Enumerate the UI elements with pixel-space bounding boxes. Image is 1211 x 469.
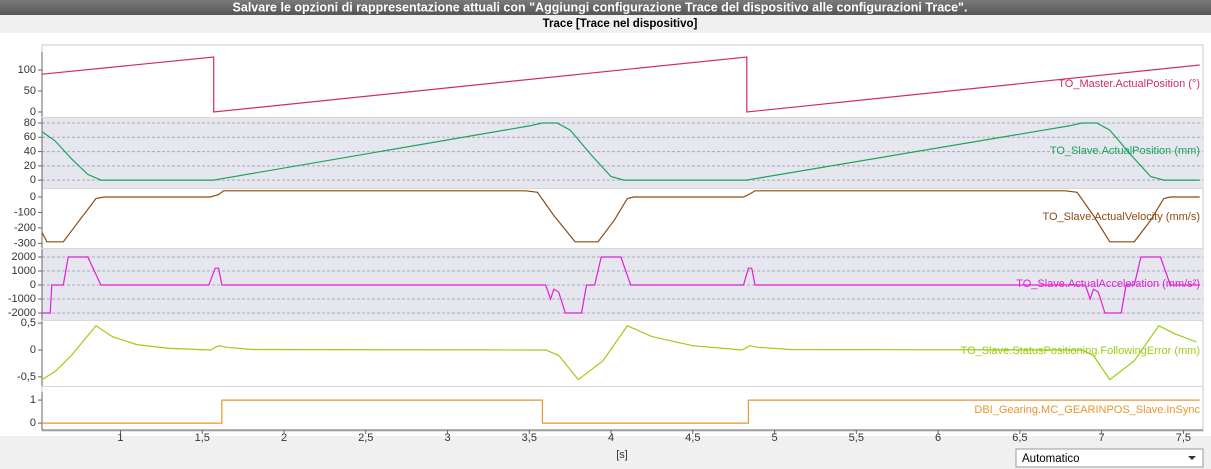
x-tick-label: 6,5: [1012, 432, 1027, 444]
y-tick-label: -100: [14, 206, 36, 218]
dropdown-text[interactable]: Automatico: [1022, 453, 1080, 465]
trace-line: [41, 56, 1200, 113]
dropdown[interactable]: Automatico: [1015, 448, 1204, 468]
y-tick-label: 2000: [12, 251, 36, 263]
y-tick-label: 20: [24, 160, 36, 172]
x-tick-label: 5,5: [849, 432, 864, 444]
y-tick-label: 60: [24, 131, 36, 143]
series-label: TO_Slave.ActualVelocity (mm/s): [1042, 211, 1200, 223]
trace-line: [41, 122, 1200, 181]
panel-shade: [42, 118, 1203, 188]
y-tick-label: 1: [30, 394, 36, 406]
dropdown-box[interactable]: [1015, 448, 1204, 468]
y-tick-label: 0: [30, 174, 36, 186]
x-tick-label: 7: [1099, 432, 1105, 444]
x-tick-label: 5: [772, 432, 778, 444]
series-label: TO_Slave.ActualPosition (mm): [1050, 145, 1200, 157]
x-tick-label: 2: [281, 432, 287, 444]
trace-line: [42, 399, 1200, 424]
x-tick-label: 3,5: [522, 432, 537, 444]
series-label: DBI_Gearing.MC_GEARINPOS_Slave.InSync: [974, 404, 1200, 416]
y-tick-label: 80: [24, 117, 36, 129]
y-tick-label: 40: [24, 145, 36, 157]
x-tick-label: 3: [444, 432, 450, 444]
x-tick-label: 7,5: [1176, 432, 1191, 444]
y-tick-label: 1000: [12, 265, 36, 277]
series-label: TO_Master.ActualPosition (°): [1058, 78, 1200, 90]
y-tick-label: -1000: [8, 293, 36, 305]
y-tick-label: 0,5: [21, 317, 36, 329]
banner-text: Salvare le opzioni di rappresentazione a…: [233, 0, 968, 14]
y-tick-label: -300: [14, 237, 36, 249]
x-tick-label: 1,5: [195, 432, 210, 444]
banner: [0, 0, 1211, 15]
trace-line: [42, 256, 1200, 314]
series-label: TO_Slave.StatusPositioning.FollowingErro…: [961, 345, 1200, 357]
y-tick-label: -0,5: [17, 371, 36, 383]
x-tick-label: 4,5: [685, 432, 700, 444]
x-axis-label: [s]: [616, 449, 628, 461]
x-tick-label: 6: [935, 432, 941, 444]
y-tick-label: 0: [30, 344, 36, 356]
trace-title: Trace [Trace nel dispositivo]: [543, 18, 698, 30]
x-tick-label: 2,5: [358, 432, 373, 444]
dropdown-arrow[interactable]: [1188, 456, 1196, 460]
x-tick-label: 4: [608, 432, 614, 444]
y-tick-label: 0: [30, 417, 36, 429]
plot-background: [0, 33, 1211, 436]
x-tick-label: 1: [117, 432, 123, 444]
trace-line: [41, 190, 1200, 243]
y-tick-label: 50: [24, 85, 36, 97]
y-tick-label: 0: [30, 279, 36, 291]
y-tick-label: -2000: [8, 307, 36, 319]
y-tick-label: 100: [18, 64, 36, 76]
series-label: TO_Slave.ActualAcceleration (mm/s²): [1016, 278, 1200, 290]
y-tick-label: -200: [14, 222, 36, 234]
trace-line: [41, 325, 1197, 381]
y-tick-label: 0: [30, 191, 36, 203]
y-tick-label: 0: [30, 106, 36, 118]
